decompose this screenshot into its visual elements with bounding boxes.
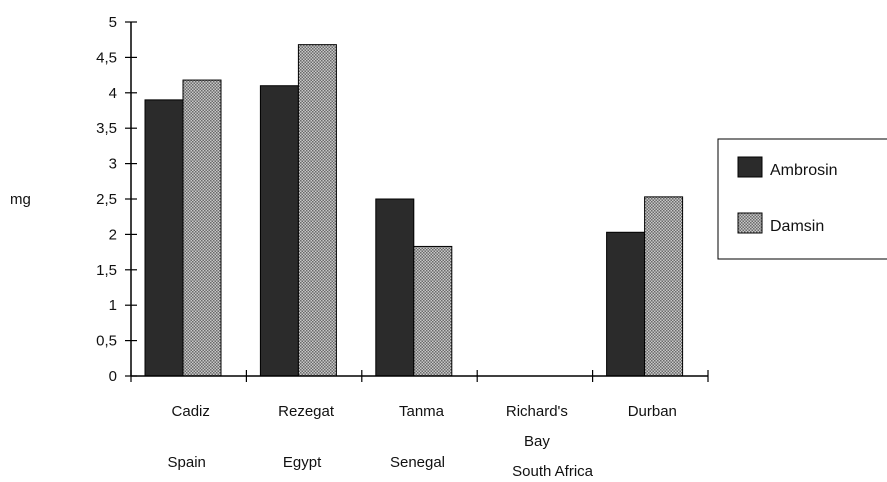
y-tick-label: 3 — [109, 156, 117, 173]
y-tick-label: 1,5 — [96, 262, 117, 279]
y-tick-label: 0,5 — [96, 333, 117, 350]
y-tick-label: 2,5 — [96, 191, 117, 208]
legend-label-damsin: Damsin — [770, 218, 824, 235]
x-category-label: Durban — [628, 403, 677, 420]
y-tick-label: 2 — [109, 226, 117, 243]
y-tick-label: 0 — [109, 368, 117, 385]
bar-ambrosin-2 — [259, 85, 299, 377]
bar-damsin-5 — [644, 196, 684, 377]
y-tick-label: 3,5 — [96, 120, 117, 137]
x-category-label: Cadiz — [172, 403, 210, 420]
y-tick-label: 4 — [109, 85, 117, 102]
y-axis-label: mg — [10, 191, 31, 208]
legend: Ambrosin Damsin — [717, 138, 887, 260]
y-tick-label: 5 — [109, 14, 117, 31]
y-tick-label: 4,5 — [96, 49, 117, 66]
x-country-label: Egypt — [283, 454, 322, 471]
x-category-label: Tanma — [399, 403, 445, 420]
legend-label-ambrosin: Ambrosin — [770, 162, 838, 179]
y-tick-label: 1 — [109, 297, 117, 314]
legend-box — [717, 138, 887, 260]
bar-ambrosin-5 — [606, 231, 646, 377]
bar-damsin-2 — [297, 44, 337, 377]
x-category-label-line2: Bay — [524, 433, 550, 450]
bar-ambrosin-3 — [375, 198, 415, 377]
bar-damsin-3 — [413, 245, 453, 377]
x-group-country-label: South Africa — [512, 463, 594, 480]
x-country-label: Senegal — [390, 454, 445, 471]
bar-damsin-1 — [182, 79, 222, 377]
x-country-label: Spain — [168, 454, 206, 471]
legend-swatch-damsin — [737, 212, 763, 234]
x-category-label: Richard's — [506, 403, 568, 420]
x-category-label: Rezegat — [278, 403, 335, 420]
legend-swatch-ambrosin — [737, 156, 763, 178]
bar-ambrosin-1 — [144, 99, 184, 377]
